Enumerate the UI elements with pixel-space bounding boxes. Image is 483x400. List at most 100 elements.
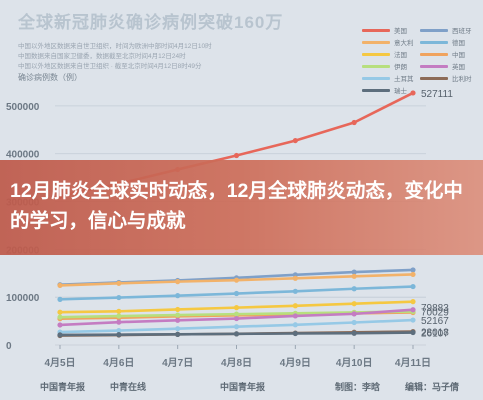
legend-label: 德国 [452, 40, 465, 47]
data-point [351, 269, 357, 275]
data-point [116, 313, 122, 319]
data-point [292, 322, 298, 328]
end-value-label: 52167 [421, 316, 449, 327]
legend-item: 土耳其 [362, 73, 414, 83]
data-point [233, 290, 240, 297]
data-point [292, 288, 298, 294]
data-point [233, 311, 240, 317]
data-point [410, 307, 416, 313]
data-point [351, 273, 357, 279]
end-value-label: 79883 [421, 303, 449, 314]
chart-note: 中国以外地区数据来自世卫组织 · 截至北京时间4月12日8时49分 [18, 63, 202, 70]
legend-label: 伊朗 [394, 64, 407, 71]
data-point [57, 282, 63, 289]
legend-item: 西班牙 [420, 25, 472, 35]
data-point [175, 312, 181, 318]
data-point [116, 280, 122, 286]
data-point [175, 331, 181, 337]
legend-item: 德国 [420, 37, 465, 47]
legend-item: 瑞士 [362, 85, 407, 95]
end-value-label: 26107 [421, 329, 449, 340]
data-point [116, 308, 122, 314]
legend-label: 中国 [452, 52, 465, 59]
legend-label: 瑞士 [394, 88, 407, 95]
legend-item: 伊朗 [362, 61, 407, 71]
data-point [175, 279, 181, 285]
data-point [292, 330, 298, 337]
data-point [410, 299, 416, 305]
legend-label: 意大利 [394, 40, 414, 47]
data-point [175, 306, 181, 313]
x-tick-label: 4月5日 [44, 357, 75, 369]
data-point [233, 277, 240, 283]
legend-item: 中国 [420, 49, 465, 59]
end-value-label: 527111 [421, 89, 453, 100]
legend-label: 英国 [452, 64, 465, 71]
data-point [410, 317, 416, 323]
legend-label: 比利时 [452, 76, 472, 83]
legend-swatch [362, 28, 390, 32]
data-point [292, 275, 298, 281]
y-axis-label: 确诊病例数（例） [18, 73, 82, 82]
data-point [57, 314, 63, 320]
data-point [292, 303, 298, 309]
x-tick-label: 4月11日 [395, 357, 431, 369]
data-point [351, 311, 357, 317]
end-value-label: 28018 [421, 328, 449, 339]
footer-credit-chart: 制图：李晗 [335, 382, 381, 392]
legend-swatch [420, 64, 448, 68]
legend-label: 土耳其 [394, 76, 414, 83]
data-point [351, 119, 357, 126]
headline-text: 12月肺炎全球实时动态，12月全球肺炎动态，变化中的学习，信心与成就 [10, 180, 463, 232]
data-point [57, 332, 63, 338]
data-point [233, 331, 240, 337]
data-point [116, 332, 122, 338]
data-point [410, 329, 416, 336]
footer-credit-editor: 编辑：马子倩 [405, 382, 460, 392]
data-point [351, 301, 357, 307]
y-tick-label: 500000 [6, 102, 40, 113]
data-point [351, 330, 357, 336]
data-point [410, 90, 416, 96]
legend-swatch [420, 40, 448, 44]
data-point [410, 271, 416, 278]
legend-swatch [362, 76, 390, 80]
chart-note: 中国数据来自国家卫健委，数据截至北京时间4月12日24时 [18, 53, 186, 60]
legend-item: 意大利 [362, 37, 414, 47]
legend-item: 法国 [362, 49, 407, 59]
data-point [292, 313, 298, 319]
legend-swatch [362, 64, 390, 68]
data-point [233, 315, 240, 322]
legend-swatch [362, 40, 390, 44]
data-point [175, 326, 181, 332]
x-tick-label: 4月6日 [103, 357, 134, 369]
data-point [233, 324, 240, 330]
footer-logo-cyol: 中青在线 [110, 382, 147, 392]
legend-item: 美国 [362, 25, 407, 35]
data-point [116, 294, 122, 301]
x-tick-label: 4月9日 [280, 357, 311, 369]
data-point [351, 319, 357, 326]
footer-logo-cyd: 中国青年报 [40, 382, 86, 392]
footer-logo-cyd-2: 中国青年报 [220, 382, 266, 392]
data-point [292, 137, 298, 144]
y-tick-label: 100000 [6, 293, 40, 304]
legend-label: 美国 [394, 28, 407, 35]
data-point [233, 305, 240, 311]
legend-swatch [420, 76, 448, 80]
data-point [410, 283, 416, 290]
data-point [57, 309, 63, 315]
legend-item: 比利时 [420, 73, 472, 83]
data-point [175, 317, 181, 323]
series-layer [57, 90, 416, 339]
legend-swatch [362, 88, 390, 92]
data-point [233, 152, 240, 159]
x-tick-label: 4月10日 [336, 357, 373, 369]
legend-item: 英国 [420, 61, 465, 71]
data-point [175, 293, 181, 299]
y-tick-label: 400000 [6, 150, 40, 161]
legend-swatch [420, 52, 448, 56]
headline-banner [0, 160, 483, 255]
x-tick-label: 4月7日 [162, 357, 193, 369]
